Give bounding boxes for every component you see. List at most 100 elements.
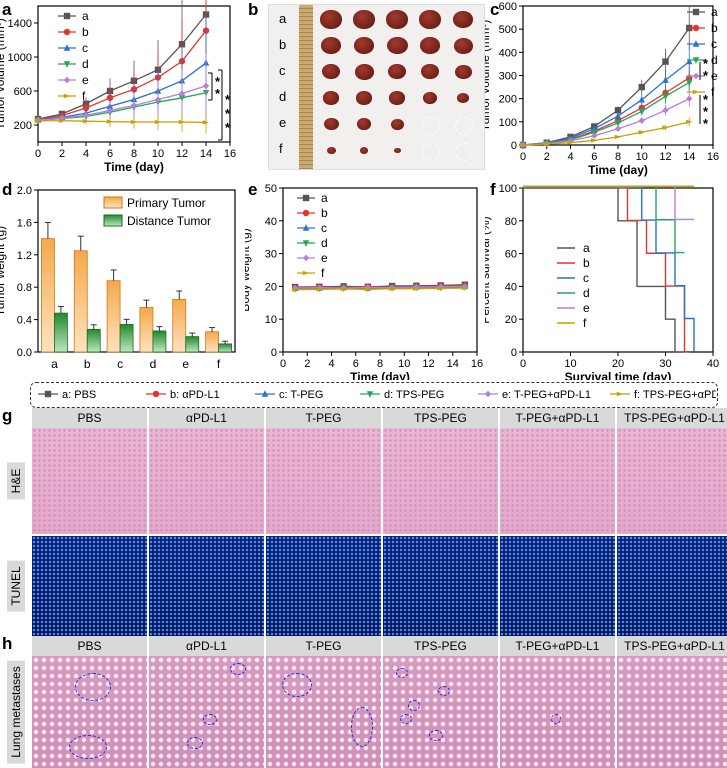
tumor-sample [423,92,437,104]
x-tick-label: 4 [328,358,334,370]
tumor-sample [323,91,339,105]
x-tick-label: 2 [544,151,550,163]
x-tick-label: 6 [353,358,359,370]
y-tick-label: 600 [499,1,517,13]
x-tick-label: 6 [591,151,597,163]
legend-marker-e [63,76,71,84]
legend-label-e: e: T-PEG+αPD-L1 [502,389,591,401]
category-label: f [217,357,221,371]
data-point-e [662,107,669,114]
y-tick-label: 50 [265,183,277,195]
data-point-f [543,141,550,147]
y-axis-label: Body weight (g) [245,228,252,311]
data-point-f [106,119,114,124]
legend-label-b: b [583,256,590,270]
tunel-image [383,536,498,636]
data-point-d [686,79,693,87]
legend-marker-d [366,391,374,398]
x-tick-label: 30 [659,358,671,370]
legend-label-e: e [711,69,718,83]
data-point-a [614,107,622,114]
group-header: TPS-PEG+αPD-L1 [617,636,727,656]
bar-primary [106,280,121,353]
panel-label-f: f [490,180,496,199]
metastasis-outline [351,707,373,747]
tumor-sample [386,36,408,55]
tumor-sample [321,37,341,54]
series-line-c [37,62,207,121]
x-axis-label: Time (day) [350,370,410,380]
y-tick-label: 40 [265,216,277,228]
tumor-sample [323,117,339,131]
metastasis-outline [69,735,107,759]
data-point-f [461,285,469,291]
data-point-e [154,96,162,103]
category-label: d [150,357,157,371]
data-point-d [662,93,669,101]
data-point-e [591,132,598,139]
legend-label-b: b [711,21,718,35]
legend-label-d: d [321,236,328,250]
x-tick-label: 10 [636,151,648,163]
data-point-f [413,286,420,291]
data-point-e [106,107,114,114]
significance-mark: * [703,116,709,131]
y-tick-label: 20 [505,314,517,326]
data-point-e [178,90,186,97]
legend-swatch [103,196,123,209]
legend-marker-b [152,390,160,398]
series-e [519,90,693,149]
legend-marker-c [261,390,269,397]
significance-mark: * [215,74,221,89]
y-tick-label: 60 [505,249,517,261]
legend-marker-d [692,57,700,64]
metastasis-outline [408,699,420,711]
legend-label-f: f: TPS-PEG+αPD-L1 [634,389,716,401]
series-line-b [37,30,207,121]
significance-mark: * [225,120,231,135]
photo-row-label: b [279,37,287,52]
data-point-e [82,112,90,119]
row-label-text: TUNEL [7,560,25,612]
significance-mark: * [703,92,709,107]
legend-marker-b [302,209,310,217]
y-tick-label: 1.6 [17,217,32,229]
data-point-f [154,119,162,125]
data-point-f [567,140,574,145]
tumor-sample [357,118,371,130]
legend-label-a: a: PBS [62,389,96,401]
y-tick-label: 200 [499,94,517,106]
tumor-sample [353,10,375,29]
legend: a: PBS b: αPD-L1 c: T-PEG d: TPS-PEG e: T-PE… [38,389,716,401]
group-header: T-PEG+αPD-L1 [500,636,615,656]
survival-curve-d [523,186,685,254]
lung-image [149,656,264,768]
panel-label-h: h [2,634,13,653]
y-tick-label: 300 [499,71,517,83]
metastasis-outline [438,686,450,696]
tumor-sample [326,146,336,155]
series-line-e [522,98,690,146]
legend-label-e: e [82,73,89,87]
group-header: PBS [32,636,147,656]
data-point-f [130,119,138,125]
significance-mark: * [225,106,231,121]
significance-mark: * [215,86,221,101]
legend-swatch [103,214,123,227]
chart-a-tumor-volume: 200 600 1000 1400 0 2 4 6 8 10 12 14 16 Time (day) Tum… [0,0,236,174]
legend-label-e: e [583,301,590,315]
tumor-sample [420,37,440,54]
x-tick-label: 12 [659,151,671,163]
series-f [291,285,469,292]
legend-label-c: c: T-PEG [279,389,323,401]
legend-label-a: a [82,9,89,23]
data-point-f [638,130,645,135]
tunel-image [500,536,615,636]
group-header: αPD-L1 [149,636,264,656]
metastasis-outline [75,673,111,701]
significance-mark: * [703,68,709,83]
data-point-c [686,57,693,65]
survival-curve-e [523,185,694,221]
legend-label-b: b [321,206,328,220]
